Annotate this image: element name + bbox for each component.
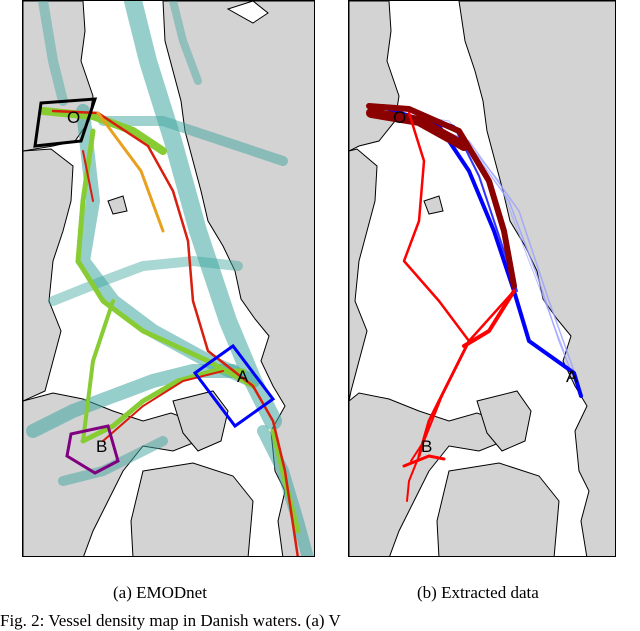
label-a: A	[566, 367, 578, 386]
land-south-center	[436, 462, 560, 556]
figure-caption-partial: Fig. 2: Vessel density map in Danish wat…	[0, 611, 341, 630]
origin-box	[33, 97, 98, 148]
routes-dark-red	[366, 103, 517, 289]
panel-extracted-map: O A B	[348, 0, 616, 557]
label-b: B	[96, 437, 107, 456]
land-east	[458, 1, 615, 556]
label-origin: O	[393, 108, 406, 127]
land-west-main	[349, 148, 378, 402]
island-anholt	[107, 195, 128, 215]
land-west-main	[23, 148, 74, 402]
label-a: A	[237, 367, 249, 386]
land-funen	[172, 390, 229, 452]
density-high-layer	[51, 109, 299, 556]
land-south-islands	[349, 392, 505, 556]
panel-emodnet-map: O A B	[22, 0, 315, 557]
island-anholt	[423, 195, 444, 215]
routes-red	[402, 111, 516, 502]
emodnet-map-canvas: O A B	[23, 1, 314, 556]
label-origin: O	[67, 108, 80, 127]
land-funen	[476, 390, 532, 452]
land-south-center	[130, 462, 254, 556]
extracted-map-canvas: O A B	[349, 1, 615, 556]
caption-emodnet: (a) EMODnet	[113, 583, 207, 602]
box-a	[192, 343, 276, 429]
label-b: B	[421, 437, 432, 456]
island-top-right	[226, 1, 269, 24]
caption-extracted: (b) Extracted data	[417, 583, 539, 602]
box-b	[65, 424, 120, 475]
